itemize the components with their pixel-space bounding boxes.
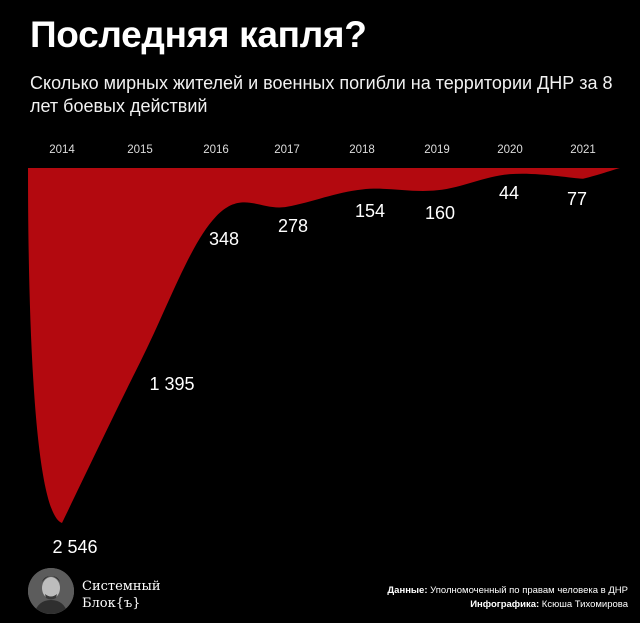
x-tick-label: 2016 xyxy=(203,144,229,156)
x-tick-label: 2018 xyxy=(349,144,375,156)
portrait-icon xyxy=(28,568,74,614)
data-label: 160 xyxy=(425,203,455,223)
source-label: Данные: xyxy=(387,585,428,596)
x-tick-label: 2020 xyxy=(497,144,523,156)
data-label: 278 xyxy=(278,216,308,236)
avatar xyxy=(28,568,74,614)
x-tick-label: 2017 xyxy=(274,144,300,156)
design-credit: Инфографика: Ксюша Тихомирова xyxy=(387,598,628,612)
source-credit: Данные: Уполномоченный по правам человек… xyxy=(387,584,628,598)
x-tick-label: 2014 xyxy=(49,144,75,156)
data-label: 1 395 xyxy=(149,374,194,394)
chart-title: Последняя капля? xyxy=(30,14,367,55)
x-tick-label: 2015 xyxy=(127,144,153,156)
brand-logo-text: Системный Блок{ъ} xyxy=(82,578,161,612)
source-value: Уполномоченный по правам человека в ДНР xyxy=(430,585,628,596)
x-tick-label: 2021 xyxy=(570,144,596,156)
design-label: Инфографика: xyxy=(470,599,540,610)
brand-line-1: Системный xyxy=(82,579,161,594)
data-label: 2 546 xyxy=(52,537,97,557)
brand-line-2: Блок{ъ} xyxy=(82,596,141,611)
data-label: 348 xyxy=(209,229,239,249)
data-label: 77 xyxy=(567,189,587,209)
design-value: Ксюша Тихомирова xyxy=(541,599,628,610)
area-series xyxy=(28,168,620,523)
data-label: 154 xyxy=(355,201,385,221)
x-tick-label: 2019 xyxy=(424,144,450,156)
chart-subtitle: Сколько мирных жителей и военных погибли… xyxy=(30,73,613,116)
credits: Данные: Уполномоченный по правам человек… xyxy=(387,584,628,612)
data-label: 44 xyxy=(499,183,519,203)
